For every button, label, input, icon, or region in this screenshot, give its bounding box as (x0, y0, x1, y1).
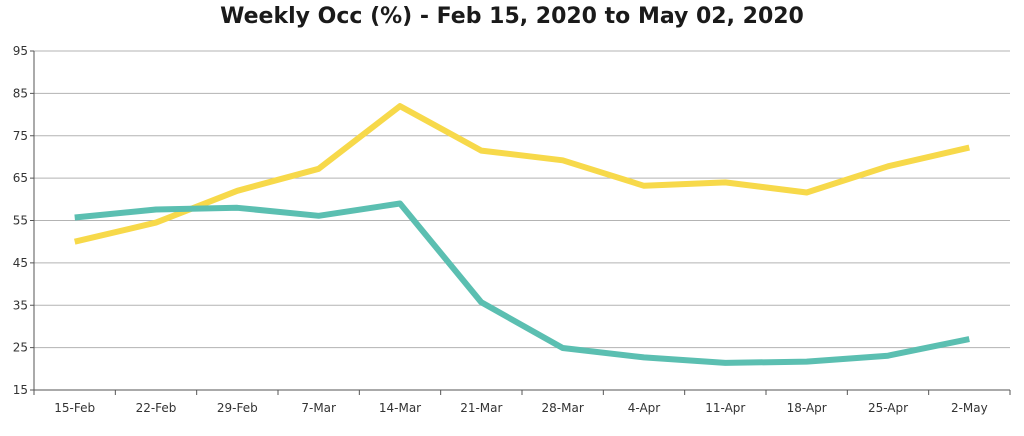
tick-labels: 15 25 35 45 55 65 75 85 95 15-Feb 22-Feb 29-Feb 7-Ma… (13, 44, 988, 415)
x-tick-label: 21-Mar (460, 401, 502, 415)
y-tick-label: 55 (13, 214, 28, 228)
x-tick-label: 11-Apr (705, 401, 745, 415)
x-tick-label: 14-Mar (379, 401, 421, 415)
x-tick-label: 22-Feb (136, 401, 177, 415)
y-tick-label: 25 (13, 341, 28, 355)
y-tick-label: 65 (13, 171, 28, 185)
series-line-1 (74, 103, 970, 245)
x-tick-label: 29-Feb (217, 401, 258, 415)
x-tick-label: 25-Apr (868, 401, 908, 415)
series-line-2 (74, 200, 970, 366)
x-tick-label: 4-Apr (628, 401, 661, 415)
y-tick-label: 35 (13, 298, 28, 312)
x-tick-label: 7-Mar (301, 401, 336, 415)
y-tick-label: 95 (13, 44, 28, 58)
y-tick-label: 75 (13, 129, 28, 143)
gridlines (34, 50, 1010, 349)
x-tick-label: 15-Feb (54, 401, 95, 415)
axes (30, 50, 1011, 395)
chart-title: Weekly Occ (%) - Feb 15, 2020 to May 02,… (220, 4, 804, 29)
series-lines (74, 103, 970, 366)
y-tick-label: 15 (13, 383, 28, 397)
y-tick-label: 85 (13, 86, 28, 100)
x-tick-label: 18-Apr (787, 401, 827, 415)
y-tick-label: 45 (13, 256, 28, 270)
x-tick-label: 2-May (951, 401, 988, 415)
x-tick-label: 28-Mar (542, 401, 584, 415)
